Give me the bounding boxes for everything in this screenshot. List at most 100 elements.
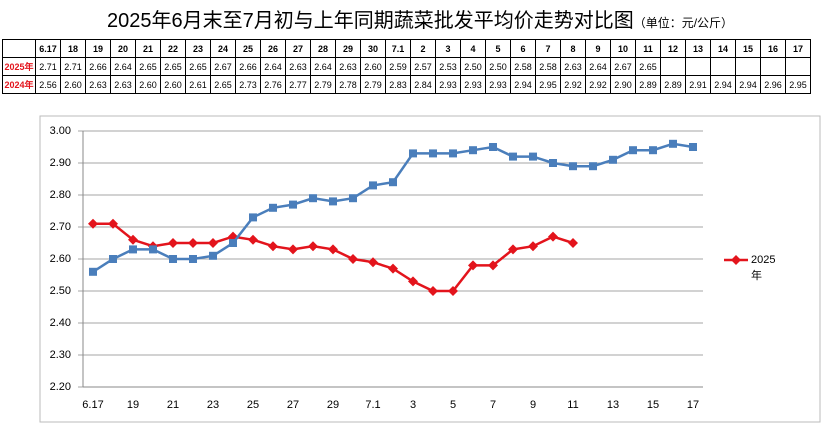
diamond-marker xyxy=(488,260,498,271)
series-line xyxy=(93,222,574,293)
square-marker xyxy=(229,239,237,247)
diamond-marker xyxy=(448,286,458,296)
diamond-marker xyxy=(268,241,278,252)
x-tick-label: 11 xyxy=(567,399,578,411)
x-tick-label: 29 xyxy=(327,399,339,411)
square-marker xyxy=(129,245,137,254)
square-marker xyxy=(349,194,357,203)
diamond-marker xyxy=(188,238,198,248)
x-tick-label: 7 xyxy=(490,399,496,411)
cell: 2.76 xyxy=(260,75,286,94)
diamond-marker xyxy=(348,254,358,264)
data-table: 6.17 18 19 20 21 22 23 24 25 26 27 28 29 30 7.1 2 3 4 5 6 7 8… xyxy=(2,39,811,94)
square-marker xyxy=(469,146,477,155)
legend-label-line: 2025 xyxy=(751,254,775,266)
diamond-marker xyxy=(328,244,338,255)
diamond-marker xyxy=(288,244,298,255)
cell: 2.60 xyxy=(160,75,186,94)
y-tick-label: 3.00 xyxy=(50,125,71,137)
diamond-marker xyxy=(108,218,118,229)
cell: 2.93 xyxy=(485,75,511,94)
x-tick-label: 23 xyxy=(207,399,219,411)
square-marker xyxy=(509,152,517,161)
diamond-marker xyxy=(568,238,578,248)
diamond-marker xyxy=(368,257,378,268)
x-tick-label: 13 xyxy=(607,399,619,411)
y-tick-label: 2.20 xyxy=(50,381,71,393)
diamond-marker xyxy=(388,263,398,274)
cell: 2.92 xyxy=(560,75,586,94)
square-marker xyxy=(249,213,257,222)
y-tick-label: 2.30 xyxy=(50,349,71,361)
square-marker xyxy=(449,149,457,158)
legend-marker xyxy=(731,255,741,265)
diamond-marker xyxy=(428,286,438,296)
cell: 2.65 xyxy=(210,75,236,94)
square-marker xyxy=(589,162,597,171)
diamond-marker xyxy=(528,241,538,252)
square-marker xyxy=(549,159,557,167)
x-tick-label: 7.1 xyxy=(365,399,380,411)
diamond-marker xyxy=(308,241,318,252)
x-tick-label: 19 xyxy=(127,399,139,411)
diamond-marker xyxy=(88,218,98,229)
x-tick-label: 6.17 xyxy=(82,399,103,411)
x-tick-label: 21 xyxy=(167,399,179,411)
cell: 2.95 xyxy=(785,75,811,94)
title: 2025年6月末至7月初与上年同期蔬菜批发平均价走势对比图 xyxy=(106,10,634,32)
unit: （单位：元/公斤） xyxy=(633,16,734,30)
diamond-marker xyxy=(248,234,258,245)
square-marker xyxy=(309,194,317,203)
square-marker xyxy=(609,155,617,164)
square-marker xyxy=(109,255,117,263)
legend-label: 2025 年 xyxy=(751,254,775,282)
cell: 2.77 xyxy=(285,75,311,94)
x-tick-label: 3 xyxy=(410,399,416,411)
square-marker xyxy=(569,162,577,171)
diamond-marker xyxy=(468,260,478,271)
y-tick-label: 2.70 xyxy=(50,221,71,233)
diamond-marker xyxy=(208,238,218,248)
square-marker xyxy=(649,146,657,155)
square-marker xyxy=(489,143,497,151)
table-row: 2024年 2.56 2.60 2.63 2.63 2.60 2.60 2.61 2.65 2.7… xyxy=(2,75,811,94)
cell: 2.79 xyxy=(310,75,336,94)
chart-frame xyxy=(39,115,821,423)
diamond-marker xyxy=(168,238,178,248)
diamond-marker xyxy=(408,276,418,287)
x-tick-label: 27 xyxy=(287,399,299,411)
square-marker xyxy=(169,255,177,263)
x-tick-label: 17 xyxy=(687,399,699,411)
y-tick-label: 2.50 xyxy=(50,285,71,297)
square-marker xyxy=(389,178,397,187)
square-marker xyxy=(409,149,417,158)
square-marker xyxy=(269,203,277,212)
legend-label-line: 年 xyxy=(751,268,762,282)
diamond-marker xyxy=(548,231,558,242)
square-marker xyxy=(429,149,437,158)
square-marker xyxy=(669,139,677,148)
square-marker xyxy=(289,200,297,209)
square-marker xyxy=(149,245,157,254)
table-row: 2025年 2.71 2.71 2.66 2.64 2.65 2.65 2.65 2.67 2.6… xyxy=(2,57,811,76)
diamond-marker xyxy=(508,244,518,255)
x-tick-label: 15 xyxy=(647,399,659,411)
title-block: 2025年6月末至7月初与上年同期蔬菜批发平均价走势对比图（单位：元/公斤） xyxy=(0,4,840,33)
square-marker xyxy=(209,251,217,260)
square-marker xyxy=(89,267,97,276)
diamond-marker xyxy=(128,234,138,245)
y-tick-label: 2.40 xyxy=(50,317,71,329)
y-tick-label: 2.80 xyxy=(50,189,71,201)
square-marker xyxy=(329,197,337,206)
y-tick-label: 2.90 xyxy=(50,157,71,169)
y-tick-label: 2.60 xyxy=(50,253,71,265)
square-marker xyxy=(529,152,537,161)
square-marker xyxy=(369,181,377,190)
cell: 2.93 xyxy=(435,75,461,94)
x-tick-label: 5 xyxy=(450,399,456,411)
cell: 2.79 xyxy=(360,75,386,94)
square-marker xyxy=(189,255,197,263)
square-marker xyxy=(629,146,637,155)
